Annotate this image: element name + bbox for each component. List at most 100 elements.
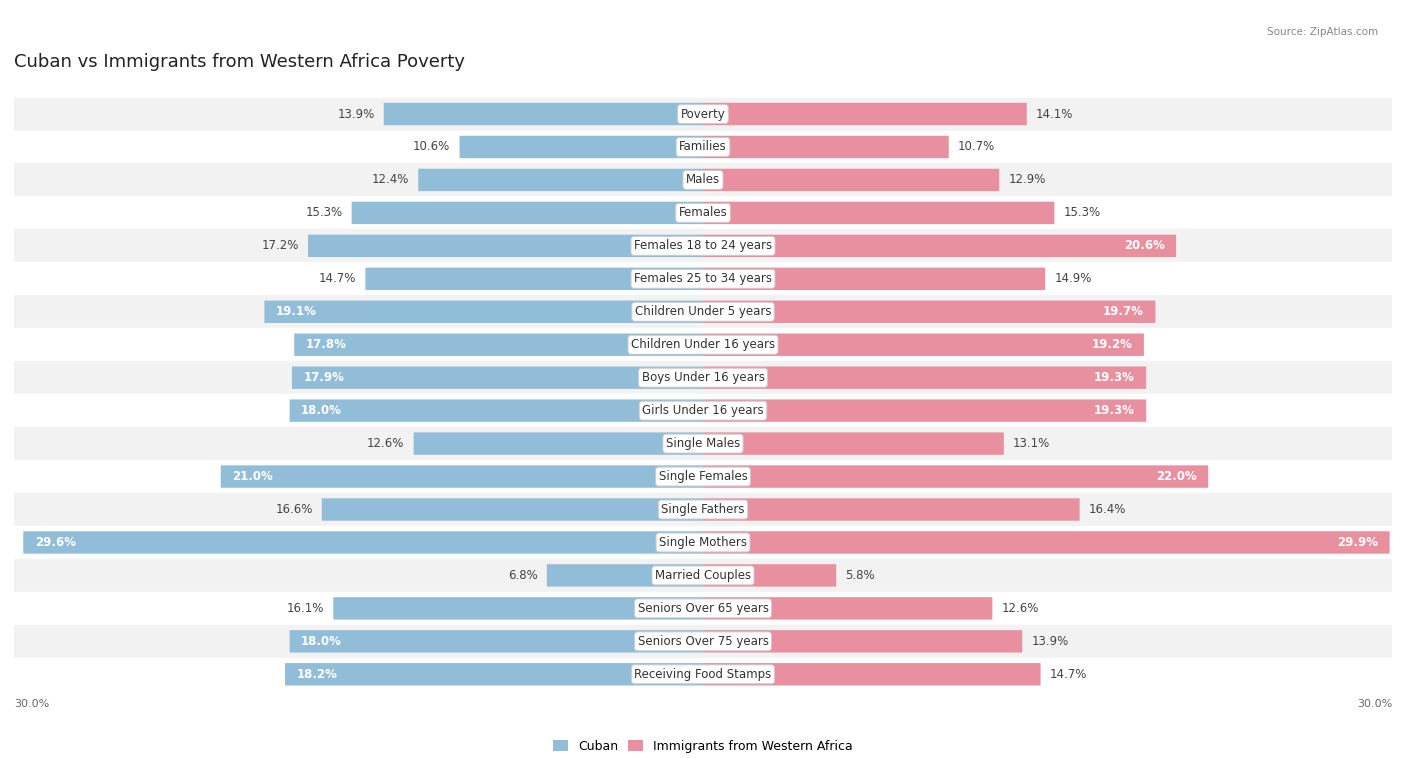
Text: Children Under 16 years: Children Under 16 years bbox=[631, 338, 775, 351]
FancyBboxPatch shape bbox=[292, 366, 703, 389]
FancyBboxPatch shape bbox=[547, 564, 703, 587]
Bar bbox=[14, 394, 1392, 427]
Text: 12.6%: 12.6% bbox=[1001, 602, 1039, 615]
Text: 14.7%: 14.7% bbox=[319, 272, 356, 285]
Text: Females: Females bbox=[679, 206, 727, 219]
Text: Girls Under 16 years: Girls Under 16 years bbox=[643, 404, 763, 417]
FancyBboxPatch shape bbox=[703, 202, 1054, 224]
Text: Seniors Over 75 years: Seniors Over 75 years bbox=[637, 635, 769, 648]
Text: 30.0%: 30.0% bbox=[1357, 699, 1392, 709]
FancyBboxPatch shape bbox=[703, 103, 1026, 125]
FancyBboxPatch shape bbox=[703, 366, 1146, 389]
Text: 18.0%: 18.0% bbox=[301, 404, 342, 417]
Bar bbox=[14, 493, 1392, 526]
Text: 10.7%: 10.7% bbox=[957, 140, 995, 153]
Bar bbox=[14, 460, 1392, 493]
FancyBboxPatch shape bbox=[703, 169, 1000, 191]
Text: 13.1%: 13.1% bbox=[1012, 437, 1050, 450]
FancyBboxPatch shape bbox=[290, 399, 703, 422]
Text: 16.1%: 16.1% bbox=[287, 602, 323, 615]
Bar bbox=[14, 230, 1392, 262]
Text: Females 18 to 24 years: Females 18 to 24 years bbox=[634, 240, 772, 252]
FancyBboxPatch shape bbox=[703, 597, 993, 619]
FancyBboxPatch shape bbox=[703, 136, 949, 158]
Text: 6.8%: 6.8% bbox=[508, 569, 537, 582]
Text: 20.6%: 20.6% bbox=[1123, 240, 1164, 252]
Text: Single Mothers: Single Mothers bbox=[659, 536, 747, 549]
Text: Married Couples: Married Couples bbox=[655, 569, 751, 582]
Text: 18.0%: 18.0% bbox=[301, 635, 342, 648]
Text: Single Fathers: Single Fathers bbox=[661, 503, 745, 516]
Text: 13.9%: 13.9% bbox=[1032, 635, 1069, 648]
Text: Children Under 5 years: Children Under 5 years bbox=[634, 305, 772, 318]
Text: 19.3%: 19.3% bbox=[1094, 371, 1135, 384]
FancyBboxPatch shape bbox=[703, 432, 1004, 455]
Text: Females 25 to 34 years: Females 25 to 34 years bbox=[634, 272, 772, 285]
Bar bbox=[14, 196, 1392, 230]
FancyBboxPatch shape bbox=[333, 597, 703, 619]
Text: 14.9%: 14.9% bbox=[1054, 272, 1091, 285]
Bar bbox=[14, 262, 1392, 296]
FancyBboxPatch shape bbox=[308, 235, 703, 257]
FancyBboxPatch shape bbox=[703, 235, 1175, 257]
Text: 5.8%: 5.8% bbox=[845, 569, 875, 582]
FancyBboxPatch shape bbox=[294, 334, 703, 356]
FancyBboxPatch shape bbox=[703, 301, 1156, 323]
Text: 14.7%: 14.7% bbox=[1050, 668, 1087, 681]
Text: Receiving Food Stamps: Receiving Food Stamps bbox=[634, 668, 772, 681]
Text: 16.4%: 16.4% bbox=[1088, 503, 1126, 516]
Bar bbox=[14, 164, 1392, 196]
Text: 22.0%: 22.0% bbox=[1156, 470, 1197, 483]
Text: Boys Under 16 years: Boys Under 16 years bbox=[641, 371, 765, 384]
Bar bbox=[14, 625, 1392, 658]
FancyBboxPatch shape bbox=[460, 136, 703, 158]
Bar bbox=[14, 526, 1392, 559]
Text: 13.9%: 13.9% bbox=[337, 108, 374, 121]
Bar bbox=[14, 328, 1392, 362]
FancyBboxPatch shape bbox=[221, 465, 703, 487]
Text: Source: ZipAtlas.com: Source: ZipAtlas.com bbox=[1267, 27, 1378, 36]
Text: Poverty: Poverty bbox=[681, 108, 725, 121]
FancyBboxPatch shape bbox=[703, 564, 837, 587]
Text: 30.0%: 30.0% bbox=[14, 699, 49, 709]
Bar bbox=[14, 296, 1392, 328]
Text: 19.3%: 19.3% bbox=[1094, 404, 1135, 417]
Legend: Cuban, Immigrants from Western Africa: Cuban, Immigrants from Western Africa bbox=[548, 735, 858, 758]
Text: 17.9%: 17.9% bbox=[304, 371, 344, 384]
Bar bbox=[14, 362, 1392, 394]
Text: 16.6%: 16.6% bbox=[276, 503, 312, 516]
FancyBboxPatch shape bbox=[322, 498, 703, 521]
Text: 14.1%: 14.1% bbox=[1036, 108, 1073, 121]
Text: 12.4%: 12.4% bbox=[371, 174, 409, 186]
Text: 19.2%: 19.2% bbox=[1091, 338, 1132, 351]
FancyBboxPatch shape bbox=[290, 630, 703, 653]
FancyBboxPatch shape bbox=[384, 103, 703, 125]
Text: Single Males: Single Males bbox=[666, 437, 740, 450]
Bar bbox=[14, 130, 1392, 164]
FancyBboxPatch shape bbox=[366, 268, 703, 290]
Text: 12.9%: 12.9% bbox=[1008, 174, 1046, 186]
Text: 19.7%: 19.7% bbox=[1104, 305, 1144, 318]
FancyBboxPatch shape bbox=[264, 301, 703, 323]
Text: 15.3%: 15.3% bbox=[305, 206, 343, 219]
Text: Males: Males bbox=[686, 174, 720, 186]
Text: 15.3%: 15.3% bbox=[1063, 206, 1101, 219]
FancyBboxPatch shape bbox=[703, 268, 1045, 290]
FancyBboxPatch shape bbox=[703, 531, 1389, 553]
Bar bbox=[14, 559, 1392, 592]
Text: 19.1%: 19.1% bbox=[276, 305, 316, 318]
Text: Seniors Over 65 years: Seniors Over 65 years bbox=[637, 602, 769, 615]
FancyBboxPatch shape bbox=[285, 663, 703, 685]
Bar bbox=[14, 658, 1392, 691]
FancyBboxPatch shape bbox=[418, 169, 703, 191]
Text: 12.6%: 12.6% bbox=[367, 437, 405, 450]
Text: 18.2%: 18.2% bbox=[297, 668, 337, 681]
Text: Single Females: Single Females bbox=[658, 470, 748, 483]
Text: Families: Families bbox=[679, 140, 727, 153]
FancyBboxPatch shape bbox=[703, 498, 1080, 521]
FancyBboxPatch shape bbox=[703, 630, 1022, 653]
Text: Cuban vs Immigrants from Western Africa Poverty: Cuban vs Immigrants from Western Africa … bbox=[14, 53, 465, 71]
Bar bbox=[14, 592, 1392, 625]
FancyBboxPatch shape bbox=[703, 465, 1208, 487]
Text: 21.0%: 21.0% bbox=[232, 470, 273, 483]
